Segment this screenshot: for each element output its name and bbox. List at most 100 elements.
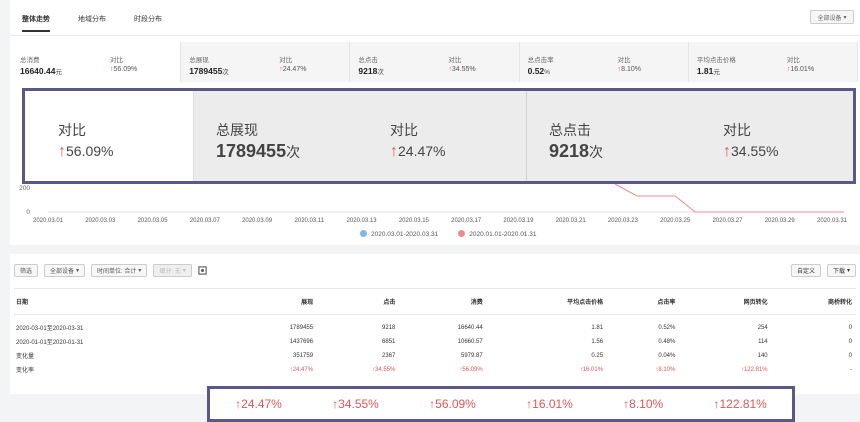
arrow-up-icon: ↑ bbox=[786, 66, 791, 73]
compare-label: 对比 bbox=[58, 122, 86, 138]
kpi-label: 总展现 bbox=[189, 57, 209, 64]
chevron-down-icon: ▾ bbox=[182, 268, 186, 274]
compare-value: ↑24.47% bbox=[390, 143, 445, 161]
arrow-up-icon: ↑ bbox=[390, 143, 398, 160]
arrow-up-icon: ↑ bbox=[235, 397, 242, 411]
table-cell: 1.56 bbox=[591, 338, 604, 345]
breakdown-select[interactable]: 细分: 无 ▾ bbox=[153, 264, 192, 277]
tab-overall-trend[interactable]: 整体走势 bbox=[22, 14, 50, 32]
kpi-label: 总点击 bbox=[358, 57, 378, 64]
kpi-unit: 次 bbox=[222, 69, 229, 76]
x-tick-label: 2020.03.31 bbox=[817, 218, 848, 224]
table-toolbar: 筛选 全部设备 ▾ 时间单位: 合计 ▾ 细分: 无 ▾ bbox=[14, 264, 207, 277]
legend-item-current[interactable]: 2020.03.01-2020.03.31 bbox=[360, 230, 438, 238]
column-header[interactable]: 商桥转化 bbox=[771, 288, 856, 315]
column-header[interactable]: 点击率 bbox=[607, 288, 680, 315]
compare-value: ↑34.55% bbox=[448, 66, 475, 73]
column-header[interactable]: 消费 bbox=[399, 288, 487, 315]
kpi-card[interactable]: 总消费 16640.44元 对比 ↑56.09% bbox=[12, 42, 182, 82]
legend-label: 2020.01.01-2020.01.31 bbox=[469, 231, 537, 238]
table-cell: 1789455 bbox=[289, 324, 314, 331]
legend-dot-icon bbox=[360, 230, 367, 237]
table-header-row: 日期 展现 点击 消费 平均点击价格 点击率 网页转化 商桥转化 bbox=[14, 288, 856, 315]
compare-value: ↑56.09% bbox=[58, 143, 113, 161]
compare-label: 对比 bbox=[723, 122, 751, 138]
time-unit-label: 时间单位: 合计 bbox=[97, 269, 137, 275]
rate-zoom-callout: ↑24.47% ↑34.55% ↑56.09% ↑16.01% ↑8.10% ↑122.8… bbox=[207, 386, 795, 422]
compare-label: 对比 bbox=[786, 57, 800, 64]
rate-change: ↑24.47% bbox=[235, 397, 282, 411]
table-cell: 2367 bbox=[382, 352, 396, 359]
tab-time-period[interactable]: 时段分布 bbox=[134, 16, 162, 23]
arrow-up-icon: ↑ bbox=[623, 397, 630, 411]
filter-button[interactable]: 筛选 bbox=[14, 264, 39, 277]
kpi-unit: 次 bbox=[377, 69, 384, 76]
rate-number: 56.09% bbox=[435, 397, 476, 411]
table-cell: ↑24.47% bbox=[289, 366, 314, 373]
kpi-card[interactable]: 总展现 1789455次 对比 ↑24.47% bbox=[181, 42, 351, 82]
compare-label: 对比 bbox=[448, 57, 462, 64]
compare-value: ↑8.10% bbox=[618, 66, 641, 73]
device-select-label: 全部设备 bbox=[817, 15, 842, 22]
x-tick-label: 2020.03.19 bbox=[503, 218, 534, 224]
kpi-value: 1789455次 bbox=[189, 66, 229, 76]
table-cell: 351759 bbox=[293, 352, 314, 359]
table-cell: 变化率 bbox=[16, 368, 35, 374]
table-cell: 0 bbox=[848, 338, 852, 345]
table-row: 2020-01-01至2020-01-31 1437696 6851 10660.57… bbox=[14, 335, 856, 349]
column-header[interactable]: 点击 bbox=[317, 288, 400, 315]
kpi-number: 9218 bbox=[549, 141, 590, 161]
series-line-previous bbox=[614, 183, 844, 213]
table-cell: - bbox=[850, 366, 852, 373]
tab-region[interactable]: 地域分布 bbox=[78, 16, 106, 23]
arrow-up-icon: ↑ bbox=[110, 66, 114, 73]
device-label: 全部设备 bbox=[50, 269, 75, 275]
device-select[interactable]: 全部设备 ▾ bbox=[810, 10, 854, 24]
legend-label: 2020.03.01-2020.03.31 bbox=[371, 231, 439, 238]
kpi-card[interactable]: 平均点击价格 1.81元 对比 ↑16.01% bbox=[688, 42, 859, 82]
kpi-number: 1789455 bbox=[189, 66, 223, 76]
column-header[interactable]: 网页转化 bbox=[679, 288, 772, 315]
chevron-down-icon: ▾ bbox=[843, 14, 847, 21]
kpi-card[interactable]: 总点击 9218次 对比 ↑34.55% bbox=[350, 42, 520, 82]
column-header[interactable]: 展现 bbox=[234, 288, 318, 315]
kpi-value: 9218次 bbox=[549, 141, 603, 162]
kpi-label: 总展现 bbox=[216, 122, 258, 138]
table-cell: 0 bbox=[848, 352, 852, 359]
table-cell: 2020-03-01至2020-03-31 bbox=[16, 326, 84, 333]
kpi-value: 1.81元 bbox=[697, 66, 720, 76]
kpi-card[interactable]: 总点击率 0.52% 对比 ↑8.10% bbox=[519, 42, 689, 82]
kpi-value: 1789455次 bbox=[216, 141, 300, 162]
time-unit-select[interactable]: 时间单位: 合计 ▾ bbox=[91, 264, 148, 277]
table-cell: 140 bbox=[757, 352, 768, 359]
table-cell: 0 bbox=[848, 324, 852, 331]
rate-change: ↑56.09% bbox=[429, 397, 476, 411]
kpi-number: 0.52 bbox=[527, 66, 545, 76]
compare-number: 24.47% bbox=[398, 143, 446, 159]
compare-number: 24.47% bbox=[282, 66, 307, 73]
table-cell: 16640.44 bbox=[457, 324, 483, 331]
table-cell: 0.48% bbox=[658, 338, 676, 345]
download-button[interactable]: 下载 ▾ bbox=[826, 264, 856, 277]
customize-button[interactable]: 自定义 bbox=[790, 264, 821, 277]
zoom-kpi-spend-compare: 对比 ↑56.09% bbox=[25, 91, 193, 181]
kpi-unit: 元 bbox=[55, 69, 62, 76]
x-tick-label: 2020.03.13 bbox=[347, 218, 378, 224]
column-header[interactable]: 平均点击价格 bbox=[486, 288, 608, 315]
settings-icon[interactable] bbox=[198, 264, 207, 277]
arrow-up-icon: ↑ bbox=[713, 397, 720, 411]
table-cell: ↑16.01% bbox=[579, 366, 604, 373]
table-cell: 变化量 bbox=[16, 354, 35, 360]
x-tick-label: 2020.03.27 bbox=[712, 218, 743, 224]
table-row: 2020-03-01至2020-03-31 1789455 9218 16640.44… bbox=[14, 315, 856, 335]
compare-label: 对比 bbox=[110, 57, 123, 64]
device-select[interactable]: 全部设备 ▾ bbox=[44, 264, 86, 277]
legend-item-previous[interactable]: 2020.01.01-2020.01.31 bbox=[458, 230, 536, 238]
column-header[interactable]: 日期 bbox=[14, 288, 235, 315]
legend-dot-icon bbox=[458, 230, 466, 237]
report-table: 日期 展现 点击 消费 平均点击价格 点击率 网页转化 商桥转化 2020-03-01至202… bbox=[14, 288, 856, 377]
table-cell: 10660.57 bbox=[457, 338, 483, 345]
table-cell: 0.25 bbox=[591, 352, 604, 359]
compare-value: ↑24.47% bbox=[279, 66, 306, 73]
